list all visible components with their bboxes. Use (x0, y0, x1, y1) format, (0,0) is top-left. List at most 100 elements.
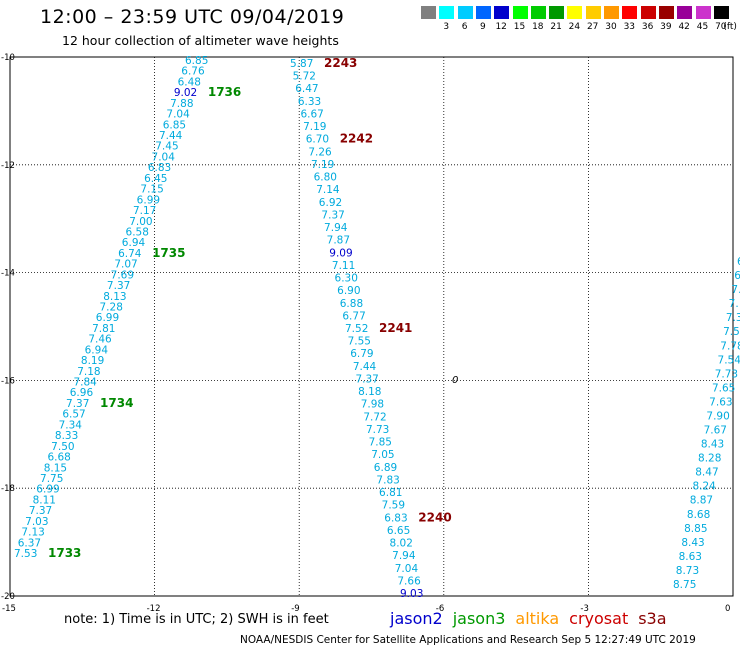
track-b-swh-label: 7.94 (324, 222, 348, 234)
track-a-swh-label: 7.37 (66, 398, 89, 410)
track-a-swh-label: 6.48 (178, 76, 201, 88)
lon-tick-label: -6 (436, 604, 444, 614)
track-b-swh-label: 6.90 (337, 285, 360, 297)
legend-swatch (695, 6, 711, 19)
track-a-swh-label: 7.44 (159, 130, 183, 142)
legend-unit: (ft) (723, 22, 737, 32)
legend-swatch (439, 6, 455, 19)
track-b-swh-label: 5.72 (293, 71, 316, 83)
track-a-swh-label: 7.53 (14, 548, 37, 560)
track-b-swh-label: 7.37 (355, 373, 378, 385)
lon-tick-label: -15 (2, 604, 16, 614)
legend-swatch (640, 6, 656, 19)
lat-tick-label: -18 (1, 484, 15, 494)
track-b-swh-label: 7.11 (332, 260, 355, 272)
track-b-swh-label: 7.04 (395, 563, 419, 575)
page-subtitle: 12 hour collection of altimeter wave hei… (62, 33, 339, 48)
track-b-swh-label: 6.88 (340, 298, 363, 310)
legend-swatch (567, 6, 583, 19)
track-a-swh-label: 6.58 (126, 226, 149, 238)
track-b-swh-label: 7.87 (327, 235, 350, 247)
track-a-swh-label: 6.57 (62, 409, 85, 421)
track-a-swh-label: 7.18 (77, 366, 100, 378)
track-a-swh-label: 7.28 (100, 302, 123, 314)
track-b-swh-label: 7.59 (382, 500, 405, 512)
track-b-swh-label: 6.83 (384, 512, 407, 524)
legend-label: 21 (550, 22, 562, 32)
track-b-swh-label: 6.65 (387, 525, 410, 537)
track-a-swh-label: 6.85 (163, 119, 186, 131)
track-b-swh-label: 7.73 (366, 424, 389, 436)
track-a-swh-label: 7.03 (25, 516, 48, 528)
track-b-swh-label: 6.92 (319, 197, 342, 209)
legend-label: 6 (461, 22, 468, 32)
satellite-s3a: s3a (638, 609, 667, 628)
track-b-swh-label: 7.14 (316, 184, 340, 196)
track-a-swh-label: 7.15 (140, 184, 163, 196)
track-a-swh-label: 8.11 (33, 494, 56, 506)
track-a-swh-label: 7.34 (59, 419, 83, 431)
track-c-swh-label: 7.90 (706, 410, 729, 422)
track-c-swh-label: 7.78 (720, 340, 740, 352)
track-a-swh-label: 7.75 (40, 473, 63, 485)
legend-swatch (457, 6, 473, 19)
legend-label: 3 (443, 22, 450, 32)
legend-swatch (475, 6, 491, 19)
track-c-swh-label: 8.85 (684, 523, 707, 535)
track-b-swh-label: 7.44 (353, 361, 377, 373)
track-c-swh-label: 6 (734, 270, 740, 282)
legend-label: 45 (696, 22, 709, 32)
legend-swatch (530, 6, 546, 19)
track-a-swh-label: 8.33 (55, 430, 78, 442)
lat-tick-label: -20 (1, 592, 15, 602)
track-a-swh-label: 7.46 (88, 334, 112, 346)
satellite-legend: jason2 jason3 altika cryosat s3a (390, 609, 677, 628)
track-a-swh-label: 7.81 (92, 323, 115, 335)
legend-swatch (549, 6, 565, 19)
track-a-swh-label: 7.50 (51, 441, 74, 453)
legend-label: 18 (532, 22, 544, 32)
track-a-swh-label: 6.94 (85, 344, 109, 356)
track-b-swh-label: 7.98 (361, 399, 384, 411)
track-c-swh-label: 7.73 (715, 368, 738, 380)
lon-tick-label: 0 (725, 604, 730, 614)
track-a-swh-label: 7.37 (107, 280, 130, 292)
track-b-swh-label: 6.80 (314, 172, 337, 184)
track-a-time-label: 1736 (208, 85, 241, 99)
track-c-swh-label: 8.43 (681, 537, 704, 549)
track-b-swh-label: 7.72 (363, 411, 386, 423)
track-a-swh-label: 7.37 (29, 505, 52, 517)
track-a-swh-label: 7.04 (152, 151, 176, 163)
track-b-swh-label: 7.66 (397, 575, 421, 587)
track-c-swh-label: 7.3 (726, 312, 740, 324)
legend-swatch (421, 6, 436, 19)
track-b-swh-label: 7.55 (348, 336, 371, 348)
legend-swatch (512, 6, 528, 19)
track-c-swh-label: 7.67 (704, 425, 727, 437)
lon-tick-label: -9 (291, 604, 299, 614)
legend-swatch (494, 6, 510, 19)
track-b-swh-label: 8.02 (390, 538, 413, 550)
track-c-swh-label: 7.65 (712, 382, 735, 394)
track-b-swh-label: 7.19 (311, 159, 334, 171)
satellite-jason2: jason2 (390, 609, 443, 628)
legend-swatch (604, 6, 619, 19)
legend-label: 12 (495, 22, 507, 32)
track-a-swh-label: 7.84 (73, 377, 97, 389)
track-a-swh-label: 7.00 (129, 216, 152, 228)
footer-note: note: 1) Time is in UTC; 2) SWH is in fe… (64, 612, 329, 627)
track-b-swh-label: 7.05 (371, 449, 394, 461)
track-c-swh-label: 7.5 (723, 326, 740, 338)
track-b-swh-label: 7.94 (392, 550, 416, 562)
track-a-swh-label: 6.96 (70, 387, 94, 399)
legend-swatch (677, 6, 693, 19)
track-b-swh-label: 7.26 (308, 146, 332, 158)
track-b-swh-label: 9.09 (329, 247, 352, 259)
track-a-time-label: 1733 (48, 546, 81, 560)
track-b-time-label: 2242 (340, 132, 373, 146)
track-a-swh-label: 7.13 (21, 527, 44, 539)
track-a-swh-label: 6.68 (47, 452, 70, 464)
track-b-swh-label: 6.79 (350, 348, 373, 360)
track-a-time-label: 1735 (152, 246, 185, 260)
